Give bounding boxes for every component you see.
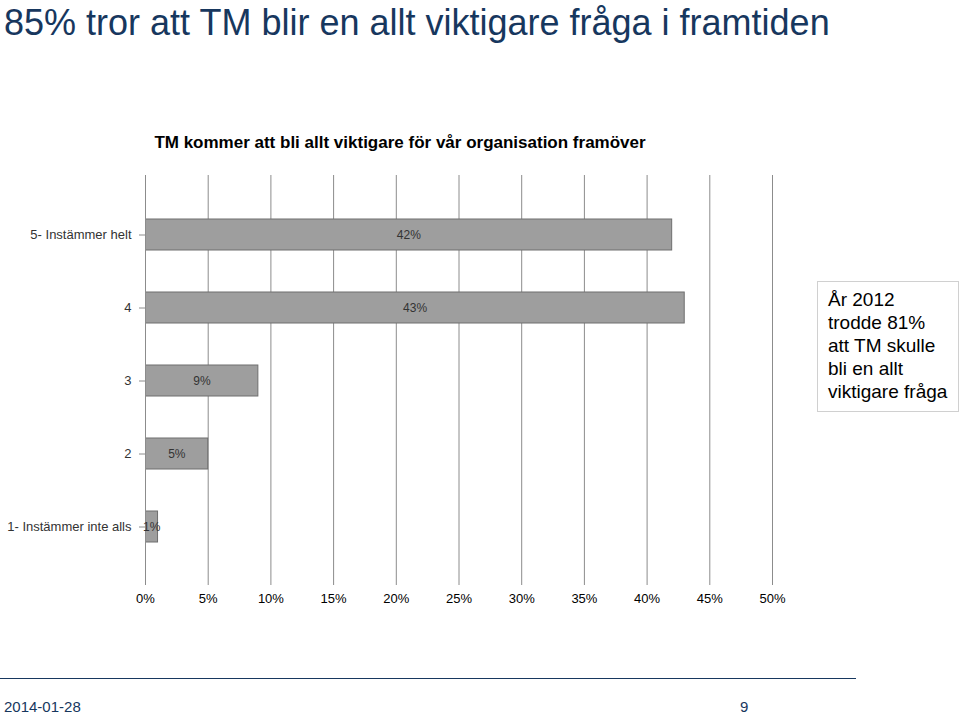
svg-text:5%: 5% <box>168 447 186 461</box>
svg-text:5- Instämmer helt: 5- Instämmer helt <box>30 227 132 242</box>
svg-text:45%: 45% <box>697 591 723 606</box>
html-text:2014-01-28: 2014-01-28 <box>4 698 81 715</box>
svg-text:42%: 42% <box>397 228 421 242</box>
svg-text:40%: 40% <box>634 591 660 606</box>
svg-text:35%: 35% <box>571 591 597 606</box>
svg-text:3: 3 <box>124 373 131 388</box>
svg-text:20%: 20% <box>383 591 409 606</box>
svg-text:4: 4 <box>124 300 131 315</box>
svg-text:43%: 43% <box>403 301 427 315</box>
svg-text:1- Instämmer inte alls: 1- Instämmer inte alls <box>7 519 132 534</box>
svg-text:15%: 15% <box>321 591 347 606</box>
html-text:85% tror att TM blir en allt v: 85% tror att TM blir en allt viktigare f… <box>4 2 830 43</box>
svg-text:1%: 1% <box>143 520 161 534</box>
svg-text:2: 2 <box>124 446 131 461</box>
svg-text:9%: 9% <box>193 374 211 388</box>
html-text:TM kommer att bli allt viktiga: TM kommer att bli allt viktigare för vår… <box>154 133 646 152</box>
svg-text:5%: 5% <box>199 591 218 606</box>
html-text:År 2012 trodde 81% att TM skul: År 2012 trodde 81% att TM skulle bli en … <box>828 289 948 402</box>
html-text:9: 9 <box>740 698 749 715</box>
svg-text:50%: 50% <box>759 591 785 606</box>
svg-text:10%: 10% <box>258 591 284 606</box>
svg-text:25%: 25% <box>446 591 472 606</box>
svg-text:0%: 0% <box>136 591 155 606</box>
svg-text:30%: 30% <box>509 591 535 606</box>
